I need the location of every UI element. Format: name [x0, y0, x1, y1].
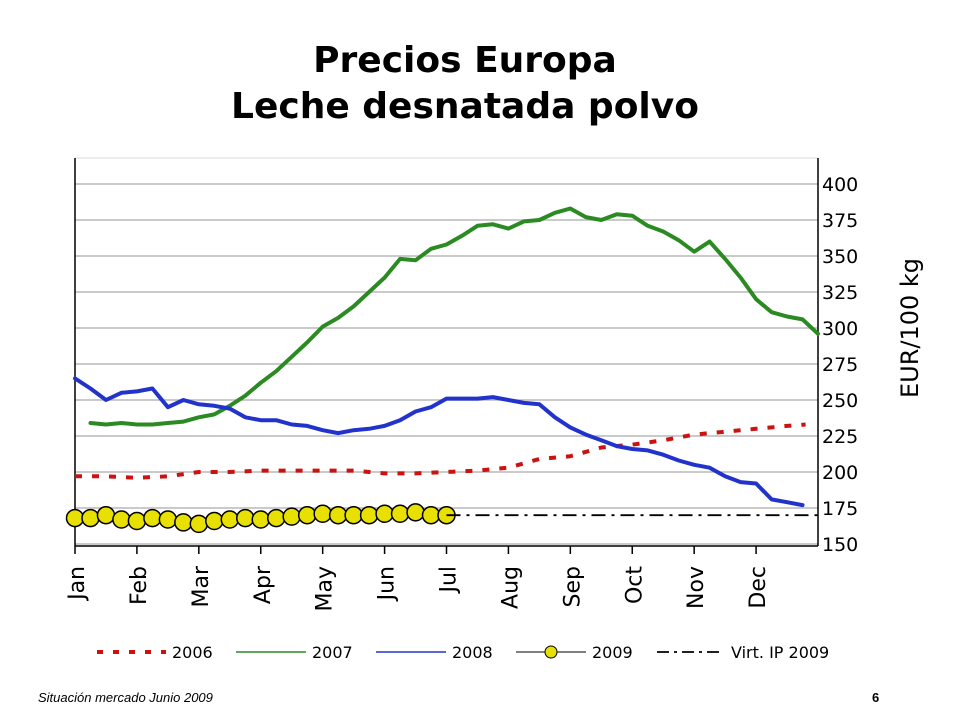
- legend-label-2007: 2007: [312, 643, 353, 662]
- point-2009-15: [297, 505, 317, 525]
- point-2009-8: [189, 514, 209, 534]
- legend-item-virt-ip-2009: Virt. IP 2009: [657, 643, 829, 662]
- legend-label-2009: 2009: [592, 643, 633, 662]
- y-tick-label-325: 325: [822, 282, 858, 304]
- point-2009-4: [127, 511, 147, 531]
- x-tick-label-Nov: Nov: [684, 566, 709, 609]
- y-tick-label-200: 200: [822, 462, 858, 484]
- point-2009-13: [266, 508, 286, 528]
- chart-title: Precios Europa Leche desnatada polvo: [0, 38, 930, 130]
- x-tick-label-Mar: Mar: [189, 565, 214, 607]
- y-tick-label-300: 300: [822, 318, 858, 340]
- series-line-2008: [73, 376, 805, 508]
- point-2009-19: [359, 505, 379, 525]
- page-number: 6: [872, 690, 880, 705]
- x-tick-label-Jan: Jan: [65, 566, 90, 602]
- y-tick-label-175: 175: [822, 498, 858, 520]
- point-2009-20: [375, 504, 394, 524]
- axes: 150 175 200 225 250 275 300 325 350 375 400 Jan Feb M…: [65, 158, 924, 611]
- y-tick-label-375: 375: [822, 210, 858, 232]
- x-tick-label-Oct: Oct: [622, 566, 647, 604]
- x-tick-label-Jul: Jul: [437, 566, 462, 595]
- x-tick-label-Jun: Jun: [375, 566, 400, 602]
- price-chart: 150 175 200 225 250 275 300 325 350 375 400 Jan Feb M…: [65, 157, 924, 662]
- y-axis-title: EUR/100 kg: [896, 258, 924, 398]
- point-2009-11: [236, 508, 255, 528]
- point-2009-17: [328, 505, 348, 525]
- x-tick-label-Sep: Sep: [560, 566, 585, 607]
- y-tick-label-400: 400: [822, 174, 858, 196]
- point-2009-22: [406, 503, 425, 522]
- series-line-2007: [88, 206, 820, 427]
- y-tick-label-250: 250: [822, 390, 858, 412]
- series-line-2006: [75, 422, 806, 480]
- legend-item-2008: 2008: [376, 643, 493, 662]
- point-2009-9: [205, 511, 224, 531]
- title-line-2: Leche desnatada polvo: [231, 86, 699, 127]
- legend-label-virt-ip-2009: Virt. IP 2009: [731, 643, 829, 662]
- point-2009-21: [390, 504, 410, 524]
- point-2009-3: [112, 510, 131, 529]
- title-line-1: Precios Europa: [313, 40, 617, 81]
- point-2009-12: [251, 510, 270, 529]
- legend-item-2009: 2009: [516, 643, 633, 662]
- point-2009-5: [143, 508, 162, 528]
- x-tick-label-Feb: Feb: [127, 566, 152, 605]
- legend-item-2007: 2007: [236, 643, 353, 662]
- legend: 2006 2007 2008 2009 Virt. IP 2009: [97, 643, 829, 662]
- point-2009-23: [421, 505, 441, 525]
- series-layer: [65, 206, 820, 534]
- point-2009-18: [344, 505, 363, 525]
- legend-label-2006: 2006: [172, 643, 213, 662]
- series-2009: [65, 503, 456, 534]
- legend-label-2008: 2008: [452, 643, 493, 662]
- grid-lines: [75, 157, 818, 545]
- point-2009-10: [220, 510, 240, 529]
- point-2009-6: [158, 510, 178, 529]
- y-tick-label-150: 150: [822, 534, 858, 556]
- point-2009-14: [282, 507, 301, 526]
- y-tick-label-350: 350: [822, 246, 858, 268]
- point-2009-7: [174, 513, 193, 532]
- y-tick-label-225: 225: [822, 426, 858, 448]
- x-tick-label-Apr: Apr: [251, 565, 276, 604]
- point-2009-16: [313, 504, 332, 524]
- x-tick-label-Dec: Dec: [746, 566, 771, 609]
- x-tick-label-Aug: Aug: [498, 566, 523, 609]
- legend-swatch-marker-2009: [544, 645, 558, 659]
- point-2009-2: [96, 505, 116, 525]
- point-2009-0: [65, 508, 85, 528]
- y-tick-label-275: 275: [822, 354, 858, 376]
- legend-item-2006: 2006: [97, 643, 213, 662]
- footer-caption: Situación mercado Junio 2009: [38, 690, 213, 705]
- x-tick-label-May: May: [313, 566, 338, 611]
- point-2009-1: [81, 508, 100, 528]
